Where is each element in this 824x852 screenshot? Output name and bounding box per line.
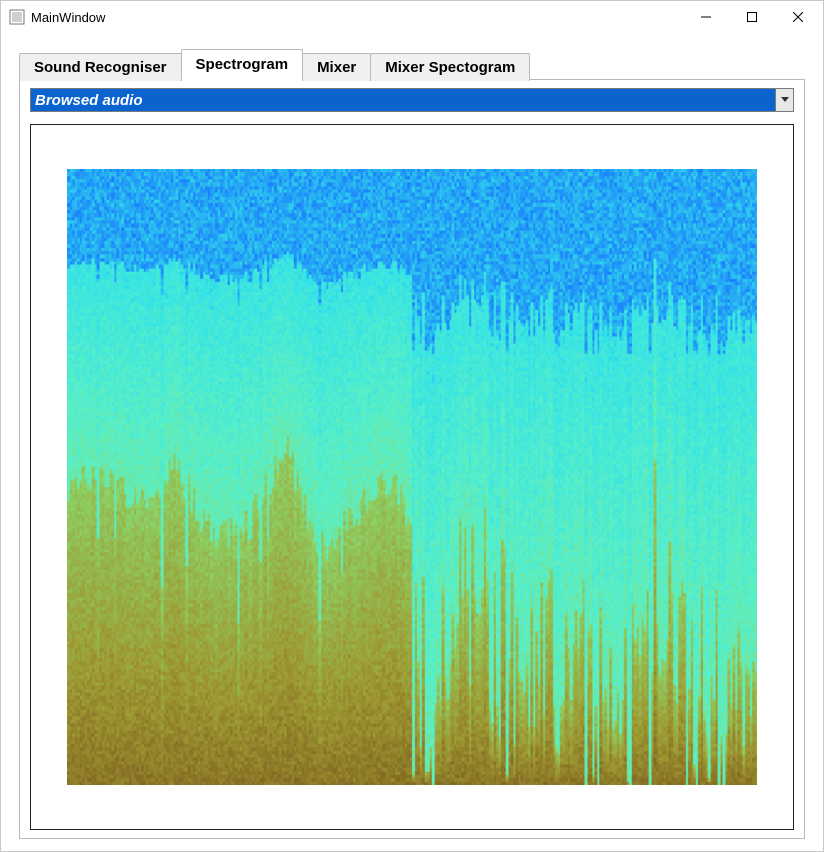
title-bar: MainWindow (1, 1, 823, 33)
app-icon (9, 9, 25, 25)
tab-mixer[interactable]: Mixer (302, 53, 371, 81)
tab-spectrogram[interactable]: Spectrogram (181, 49, 304, 80)
audio-source-selected: Browsed audio (31, 89, 775, 111)
tab-strip: Sound Recogniser Spectrogram Mixer Mixer… (19, 49, 805, 80)
close-button[interactable] (775, 1, 821, 33)
maximize-button[interactable] (729, 1, 775, 33)
chevron-down-icon[interactable] (775, 89, 793, 111)
audio-source-combo[interactable]: Browsed audio (30, 88, 794, 112)
tab-mixer-spectogram[interactable]: Mixer Spectogram (370, 53, 530, 81)
tab-page-spectrogram: Browsed audio (19, 79, 805, 839)
spectrogram-frame (30, 124, 794, 830)
window-title: MainWindow (31, 10, 683, 25)
spectrogram-canvas (67, 169, 757, 785)
window-controls (683, 1, 821, 33)
minimize-button[interactable] (683, 1, 729, 33)
tab-sound-recogniser[interactable]: Sound Recogniser (19, 53, 182, 81)
client-area: Sound Recogniser Spectrogram Mixer Mixer… (1, 33, 823, 852)
